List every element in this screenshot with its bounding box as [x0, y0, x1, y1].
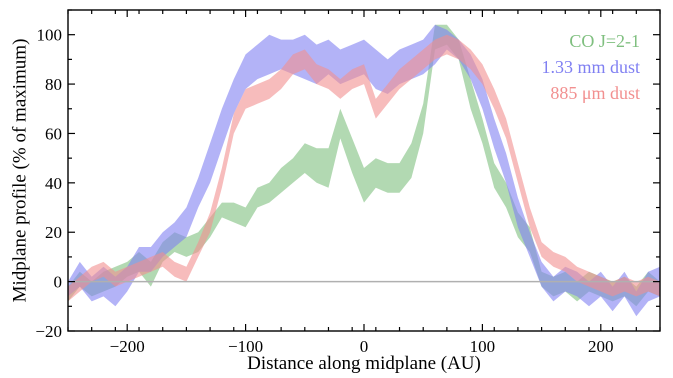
x-axis-label: Distance along midplane (AU)	[247, 353, 481, 373]
y-axis-label: Midplane profile (% of maximum)	[10, 39, 31, 303]
series-bands	[68, 24, 660, 317]
x-tick-label: −100	[228, 337, 263, 356]
y-tick-label: 0	[54, 273, 63, 292]
axis-ticks	[67, 9, 661, 332]
series-band-885-m-dust	[68, 34, 660, 302]
x-tick-label: 200	[588, 337, 614, 356]
x-tick-label: 100	[470, 337, 496, 356]
legend: CO J=2-1 1.33 mm dust 885 μm dust	[541, 31, 640, 103]
y-tick-label: 20	[45, 223, 62, 242]
legend-entry-co: CO J=2-1	[569, 31, 640, 51]
legend-entry-1mm-dust: 1.33 mm dust	[541, 57, 640, 77]
x-tick-label: 0	[360, 337, 369, 356]
legend-entry-885um-dust: 885 μm dust	[550, 83, 640, 103]
y-tick-label: 60	[45, 124, 62, 143]
y-tick-label: 80	[45, 75, 62, 94]
x-tick-label: −200	[110, 337, 145, 356]
y-tick-label: 40	[45, 174, 62, 193]
y-tick-label: −20	[35, 322, 62, 341]
y-tick-label: 100	[37, 26, 63, 45]
